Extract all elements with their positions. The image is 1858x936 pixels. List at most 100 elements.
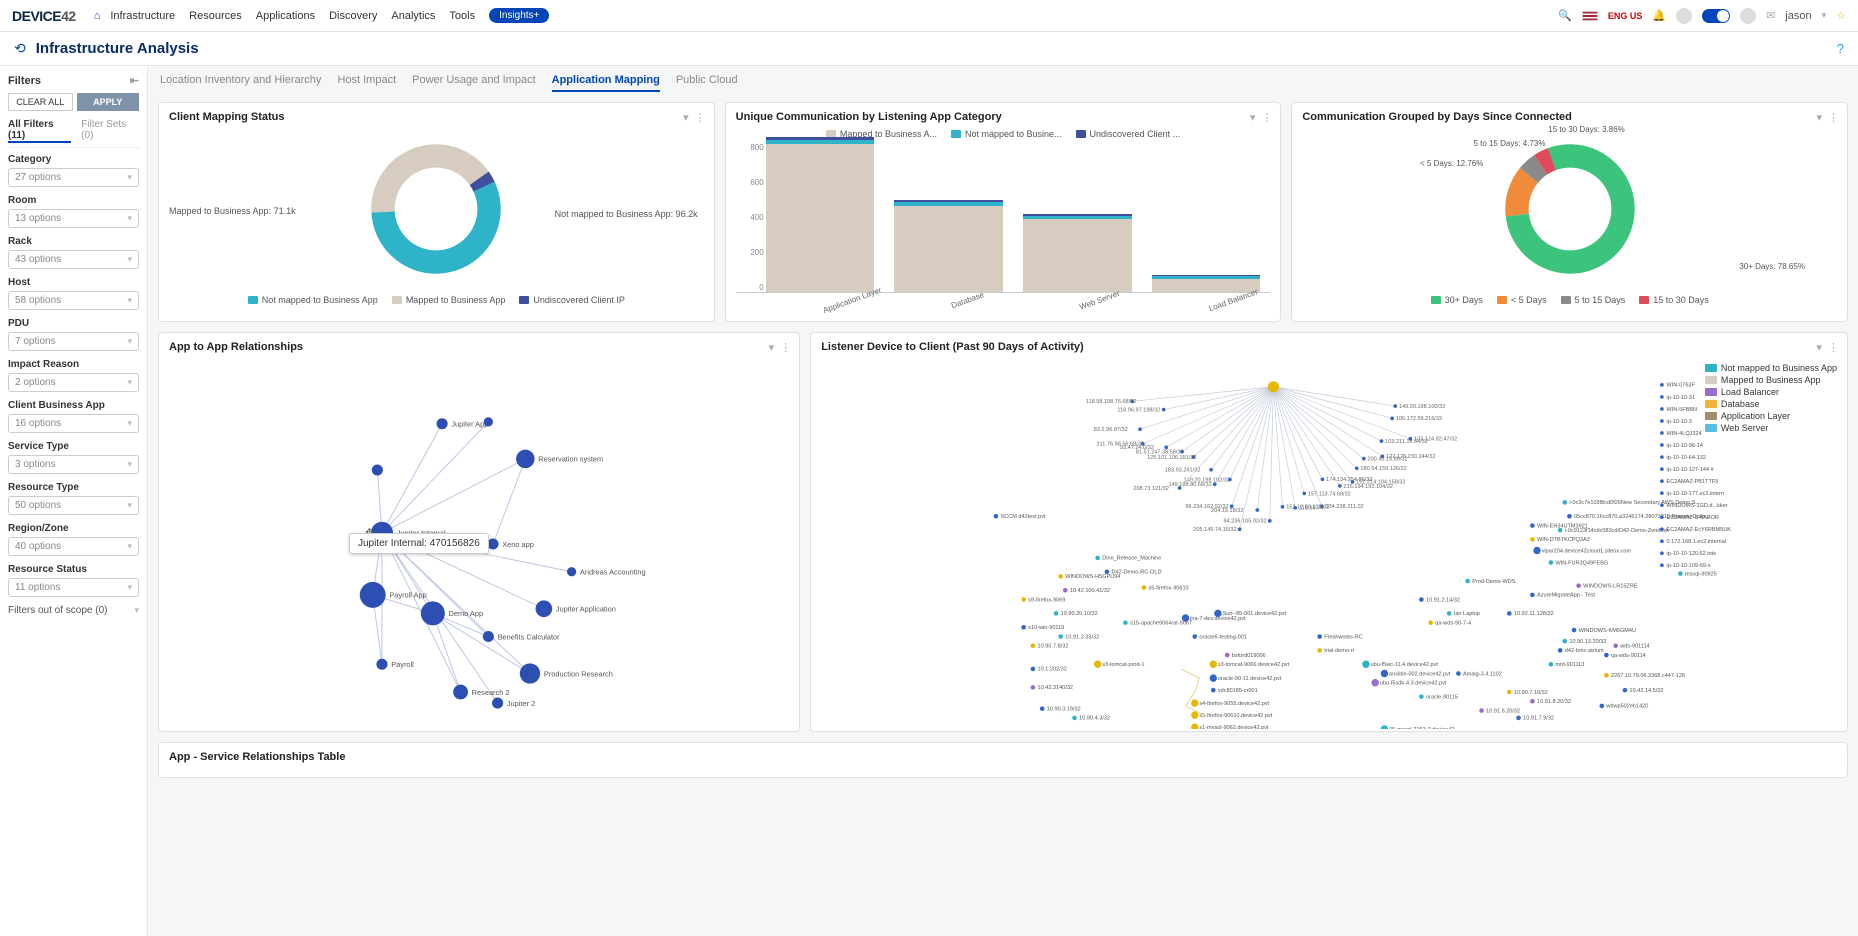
nav-insights-pill[interactable]: Insights+ (489, 8, 549, 23)
listener-node[interactable] (1193, 634, 1198, 639)
filter-icon[interactable]: ▾ (683, 111, 689, 124)
avatar-icon[interactable] (1740, 8, 1756, 24)
listener-node[interactable] (1567, 514, 1572, 519)
listener-node[interactable] (1530, 523, 1535, 528)
listener-node[interactable] (1031, 667, 1036, 672)
listener-node[interactable] (1429, 620, 1434, 625)
listener-node[interactable] (1210, 661, 1217, 668)
listener-node[interactable] (1372, 679, 1379, 686)
listener-graph[interactable]: 149.20.198.100/32106.172.59.216/32103.12… (821, 359, 1837, 729)
listener-node[interactable] (1507, 690, 1512, 695)
nav-discovery[interactable]: Discovery (329, 10, 377, 22)
listener-node[interactable] (1563, 500, 1568, 505)
filters-out-of-scope[interactable]: Filters out of scope (0) ▾ (8, 605, 139, 616)
listener-node[interactable] (1381, 725, 1388, 729)
star-icon[interactable]: ☆ (1836, 9, 1846, 22)
listener-node[interactable] (1123, 620, 1128, 625)
bar-load-balancer[interactable]: Load Balancer (1152, 275, 1261, 292)
chevron-down-icon[interactable]: ▾ (1822, 10, 1827, 21)
filter-select-client-business-app[interactable]: 16 options▾ (8, 414, 139, 433)
nav-tools[interactable]: Tools (449, 10, 475, 22)
listener-node[interactable] (994, 514, 999, 519)
listener-node[interactable] (1530, 537, 1535, 542)
listener-node[interactable] (1054, 611, 1059, 616)
mail-icon[interactable]: ✉ (1766, 9, 1775, 22)
listener-node[interactable] (1210, 674, 1217, 681)
listener-node[interactable] (1419, 597, 1424, 602)
filter-select-service-type[interactable]: 3 options▾ (8, 455, 139, 474)
subtab-application-mapping[interactable]: Application Mapping (552, 74, 660, 92)
bell-icon[interactable]: 🔔 (1652, 9, 1666, 22)
listener-node[interactable] (1604, 653, 1609, 658)
filter-select-impact-reason[interactable]: 2 options▾ (8, 373, 139, 392)
listener-node[interactable] (1419, 694, 1424, 699)
node-jupiter-app[interactable] (437, 418, 448, 429)
help-icon[interactable]: ? (1837, 41, 1844, 56)
node-prod-research[interactable] (520, 663, 540, 683)
node-research2[interactable] (453, 685, 468, 700)
subtab-public-cloud[interactable]: Public Cloud (676, 74, 738, 92)
subtab-host-impact[interactable]: Host Impact (337, 74, 396, 92)
node-payroll[interactable] (376, 659, 387, 670)
listener-node[interactable] (1572, 628, 1577, 633)
listener-node[interactable] (1031, 685, 1036, 690)
tab-filter-sets[interactable]: Filter Sets (0) (81, 119, 139, 143)
listener-node[interactable] (1558, 528, 1563, 533)
filter-select-resource-type[interactable]: 50 options▾ (8, 496, 139, 515)
back-icon[interactable]: ⟲ (14, 40, 26, 57)
bar-application-layer[interactable]: Application Layer (766, 137, 875, 292)
nav-resources[interactable]: Resources (189, 10, 242, 22)
bar-web-server[interactable]: Web Server (1023, 214, 1132, 292)
logo[interactable]: DEVICE42 (12, 8, 76, 24)
filter-icon[interactable]: ▾ (1816, 341, 1822, 354)
listener-node[interactable] (1094, 661, 1101, 668)
listener-node[interactable] (1318, 648, 1323, 653)
listener-node[interactable] (1191, 711, 1198, 718)
listener-node[interactable] (1447, 611, 1452, 616)
nav-applications[interactable]: Applications (256, 10, 315, 22)
listener-node[interactable] (1211, 688, 1216, 693)
more-icon[interactable]: ⋮ (780, 341, 791, 354)
bar-database[interactable]: Database (894, 200, 1003, 292)
node-jupiter-application[interactable] (536, 600, 553, 617)
more-icon[interactable]: ⋮ (1261, 111, 1272, 124)
listener-node[interactable] (1022, 597, 1027, 602)
clear-all-button[interactable]: CLEAR ALL (8, 93, 73, 111)
listener-node[interactable] (1614, 643, 1619, 648)
listener-node[interactable] (1530, 593, 1535, 598)
tab-all-filters[interactable]: All Filters (11) (8, 119, 71, 143)
listener-node[interactable] (1577, 583, 1582, 588)
more-icon[interactable]: ⋮ (1828, 111, 1839, 124)
theme-toggle[interactable] (1702, 9, 1730, 23)
filter-select-pdu[interactable]: 7 options▾ (8, 332, 139, 351)
listener-node[interactable] (1381, 670, 1388, 677)
listener-node[interactable] (1191, 723, 1198, 729)
node-xeno[interactable] (487, 538, 498, 549)
filter-select-room[interactable]: 13 options▾ (8, 209, 139, 228)
listener-node[interactable] (1072, 716, 1077, 721)
node-jupiter2[interactable] (492, 698, 503, 709)
home-icon[interactable]: ⌂ (94, 10, 101, 22)
listener-node[interactable] (1604, 673, 1609, 678)
node-unknown2[interactable] (372, 464, 383, 475)
listener-node[interactable] (1516, 716, 1521, 721)
listener-node[interactable] (1318, 634, 1323, 639)
listener-node[interactable] (1031, 643, 1036, 648)
user-name[interactable]: jason (1785, 10, 1811, 22)
listener-node[interactable] (1549, 560, 1554, 565)
filter-select-host[interactable]: 58 options▾ (8, 291, 139, 310)
nav-analytics[interactable]: Analytics (391, 10, 435, 22)
listener-node[interactable] (1534, 547, 1541, 554)
listener-node[interactable] (1142, 585, 1147, 590)
filter-icon[interactable]: ▾ (1250, 111, 1256, 124)
subtab-power-usage-and-impact[interactable]: Power Usage and Impact (412, 74, 536, 92)
listener-node[interactable] (1563, 639, 1568, 644)
node-unknown1[interactable] (484, 417, 493, 426)
listener-node[interactable] (1214, 610, 1221, 617)
filter-select-category[interactable]: 27 options▾ (8, 168, 139, 187)
node-andreas[interactable] (567, 567, 576, 576)
listener-node[interactable] (1063, 588, 1068, 593)
filter-icon[interactable]: ▾ (1816, 111, 1822, 124)
listener-node[interactable] (1362, 661, 1369, 668)
search-icon[interactable]: 🔍 (1558, 9, 1572, 22)
